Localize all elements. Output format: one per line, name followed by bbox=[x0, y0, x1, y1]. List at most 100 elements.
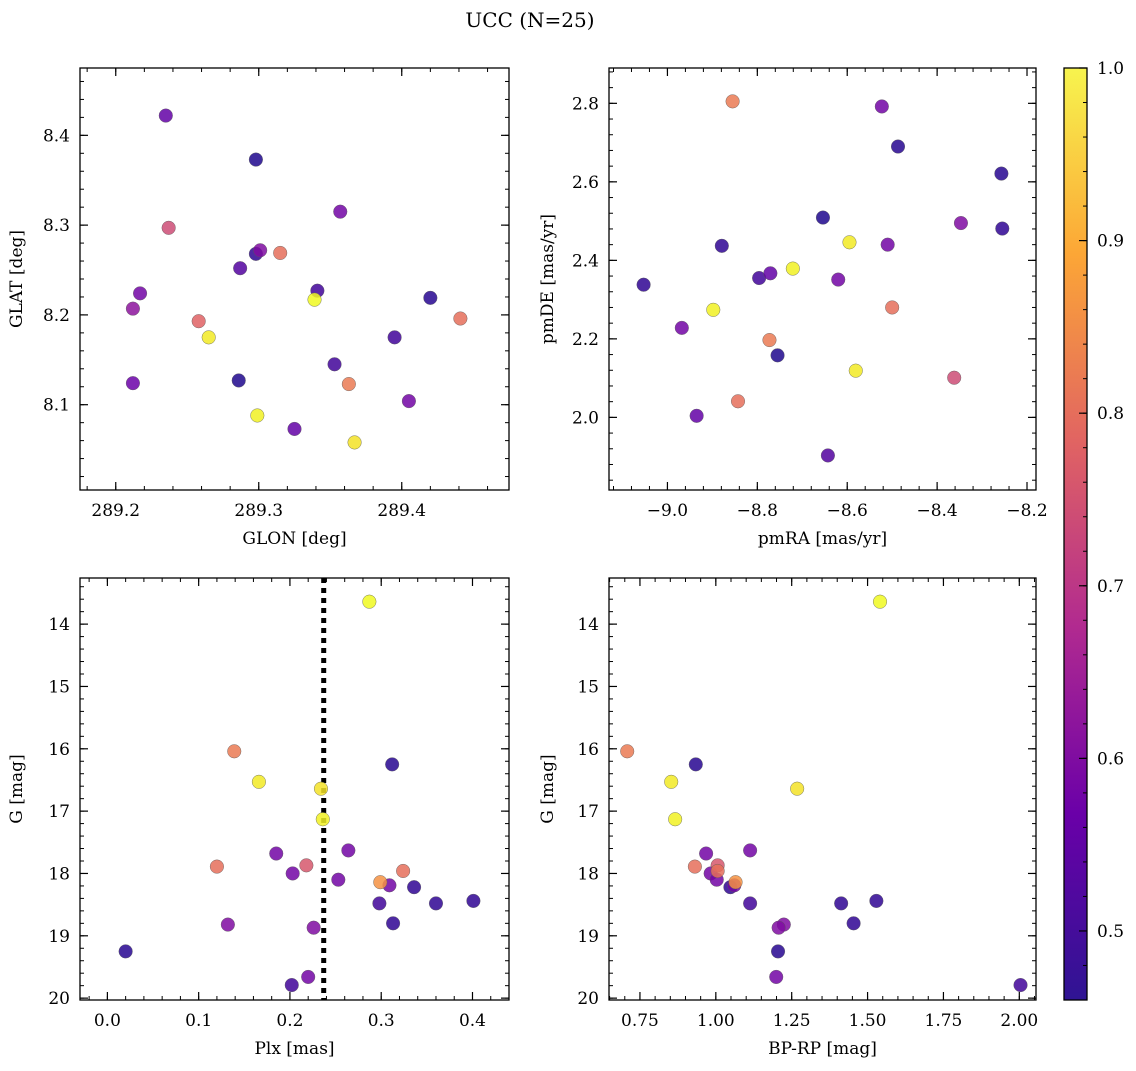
data-point bbox=[710, 863, 725, 878]
x-tick-label: −9.0 bbox=[647, 501, 688, 521]
x-tick-label: 0.2 bbox=[276, 1011, 303, 1031]
data-point bbox=[873, 594, 888, 609]
colorbar-tick-label: 0.7 bbox=[1097, 577, 1124, 597]
data-point bbox=[620, 744, 635, 759]
data-point bbox=[301, 969, 316, 984]
data-point bbox=[307, 292, 322, 307]
data-point bbox=[385, 757, 400, 772]
data-point bbox=[953, 216, 968, 231]
x-axis-label: pmRA [mas/yr] bbox=[758, 529, 887, 549]
y-tick-label: 2.0 bbox=[572, 408, 599, 428]
colorbar: 0.5 0.6 0.7 0.8 0.9 1.0 bbox=[1063, 59, 1124, 1001]
x-tick-label: 1.50 bbox=[849, 1011, 887, 1031]
x-tick-label: −8.8 bbox=[737, 501, 778, 521]
y-tick-label: 2.6 bbox=[572, 173, 599, 193]
data-point bbox=[880, 237, 895, 252]
data-point bbox=[133, 286, 148, 301]
data-point bbox=[848, 363, 863, 378]
y-tick-label: 14 bbox=[48, 615, 70, 635]
data-point bbox=[125, 376, 140, 391]
y-tick-label: 18 bbox=[577, 864, 599, 884]
data-point bbox=[466, 893, 481, 908]
data-point bbox=[341, 843, 356, 858]
y-tick-label: 20 bbox=[577, 989, 599, 1009]
data-point bbox=[664, 774, 679, 789]
x-tick-label: 1.25 bbox=[773, 1011, 811, 1031]
y-tick-label: 19 bbox=[48, 927, 70, 947]
data-point bbox=[362, 594, 377, 609]
data-point bbox=[253, 243, 268, 258]
y-axis-label: G [mag] bbox=[7, 754, 27, 823]
data-point bbox=[273, 245, 288, 260]
y-tick-label: 20 bbox=[48, 989, 70, 1009]
data-point bbox=[248, 152, 263, 167]
y-tick-label: 17 bbox=[577, 802, 599, 822]
colorbar-frame bbox=[1063, 67, 1088, 1001]
data-point bbox=[714, 238, 729, 253]
data-point bbox=[688, 757, 703, 772]
data-point bbox=[730, 394, 745, 409]
y-axis-label: G [mag] bbox=[538, 754, 558, 823]
data-point bbox=[743, 843, 758, 858]
data-point bbox=[820, 448, 835, 463]
data-point bbox=[771, 944, 786, 959]
data-point bbox=[1013, 978, 1028, 993]
data-point bbox=[846, 916, 861, 931]
plot-frame bbox=[608, 67, 1037, 491]
data-point bbox=[333, 204, 348, 219]
panel-1: 289.2 289.3 289.4 8.1 8.2 8.3 8.4 GLON [deg] GLA… bbox=[7, 67, 510, 549]
x-tick-label: 289.4 bbox=[377, 501, 426, 521]
y-tick-label: 17 bbox=[48, 802, 70, 822]
panel-2: −9.0 −8.8 −8.6 −8.4 −8.2 2.0 2.2 2.4 2.6 2.8 pmRA … bbox=[538, 67, 1048, 549]
x-tick-label: 0.4 bbox=[459, 1011, 486, 1031]
data-point bbox=[668, 812, 683, 827]
y-tick-label: 2.2 bbox=[572, 330, 599, 350]
data-point bbox=[728, 875, 743, 890]
data-point bbox=[453, 311, 468, 326]
x-tick-label: 1.75 bbox=[925, 1011, 963, 1031]
x-tick-label: 0.0 bbox=[94, 1011, 121, 1031]
data-point bbox=[313, 781, 328, 796]
data-point bbox=[771, 920, 786, 935]
plot-frame bbox=[79, 67, 510, 491]
y-tick-label: 2.8 bbox=[572, 94, 599, 114]
y-axis-label: pmDE [mas/yr] bbox=[538, 214, 558, 344]
x-tick-label: −8.2 bbox=[1006, 501, 1047, 521]
x-tick-label: 0.3 bbox=[368, 1011, 395, 1031]
data-point bbox=[891, 139, 906, 154]
data-point bbox=[687, 859, 702, 874]
data-point bbox=[401, 394, 416, 409]
data-point bbox=[125, 301, 140, 316]
data-point bbox=[227, 744, 242, 759]
x-axis-label: GLON [deg] bbox=[242, 529, 346, 549]
data-point bbox=[372, 896, 387, 911]
colorbar-tick-label: 0.5 bbox=[1097, 922, 1124, 942]
plot-frame bbox=[79, 577, 510, 1001]
figure-title: UCC (N=25) bbox=[465, 8, 594, 32]
data-point bbox=[725, 94, 740, 109]
data-point bbox=[269, 846, 284, 861]
y-tick-label: 16 bbox=[577, 740, 599, 760]
data-point bbox=[885, 300, 900, 315]
data-point bbox=[315, 812, 330, 827]
y-tick-label: 8.2 bbox=[43, 306, 70, 326]
x-tick-label: −8.6 bbox=[827, 501, 868, 521]
data-point bbox=[636, 277, 651, 292]
x-tick-label: 2.00 bbox=[1000, 1011, 1038, 1031]
y-tick-label: 15 bbox=[48, 677, 70, 697]
data-point bbox=[250, 408, 265, 423]
data-point bbox=[396, 863, 411, 878]
data-point bbox=[790, 781, 805, 796]
panel-4: 0.75 1.00 1.25 1.50 1.75 2.00 14 15 16 17 18 19 20 BP… bbox=[538, 577, 1038, 1059]
colorbar-gradient bbox=[1064, 68, 1087, 1000]
data-point bbox=[423, 290, 438, 305]
data-point bbox=[785, 261, 800, 276]
data-point bbox=[118, 944, 133, 959]
data-point bbox=[770, 348, 785, 363]
data-point bbox=[428, 896, 443, 911]
data-point bbox=[251, 774, 266, 789]
x-tick-label: 289.2 bbox=[91, 501, 140, 521]
colorbar-tick-label: 0.9 bbox=[1097, 232, 1124, 252]
data-point bbox=[347, 435, 362, 450]
